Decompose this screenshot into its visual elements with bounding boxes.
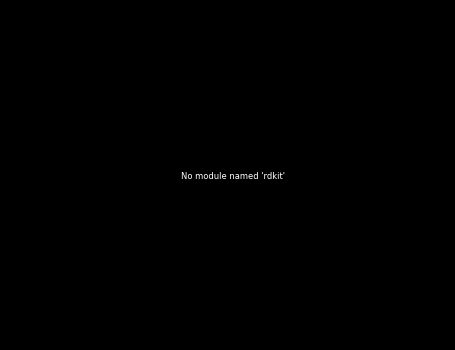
Text: No module named 'rdkit': No module named 'rdkit' [181, 172, 285, 181]
